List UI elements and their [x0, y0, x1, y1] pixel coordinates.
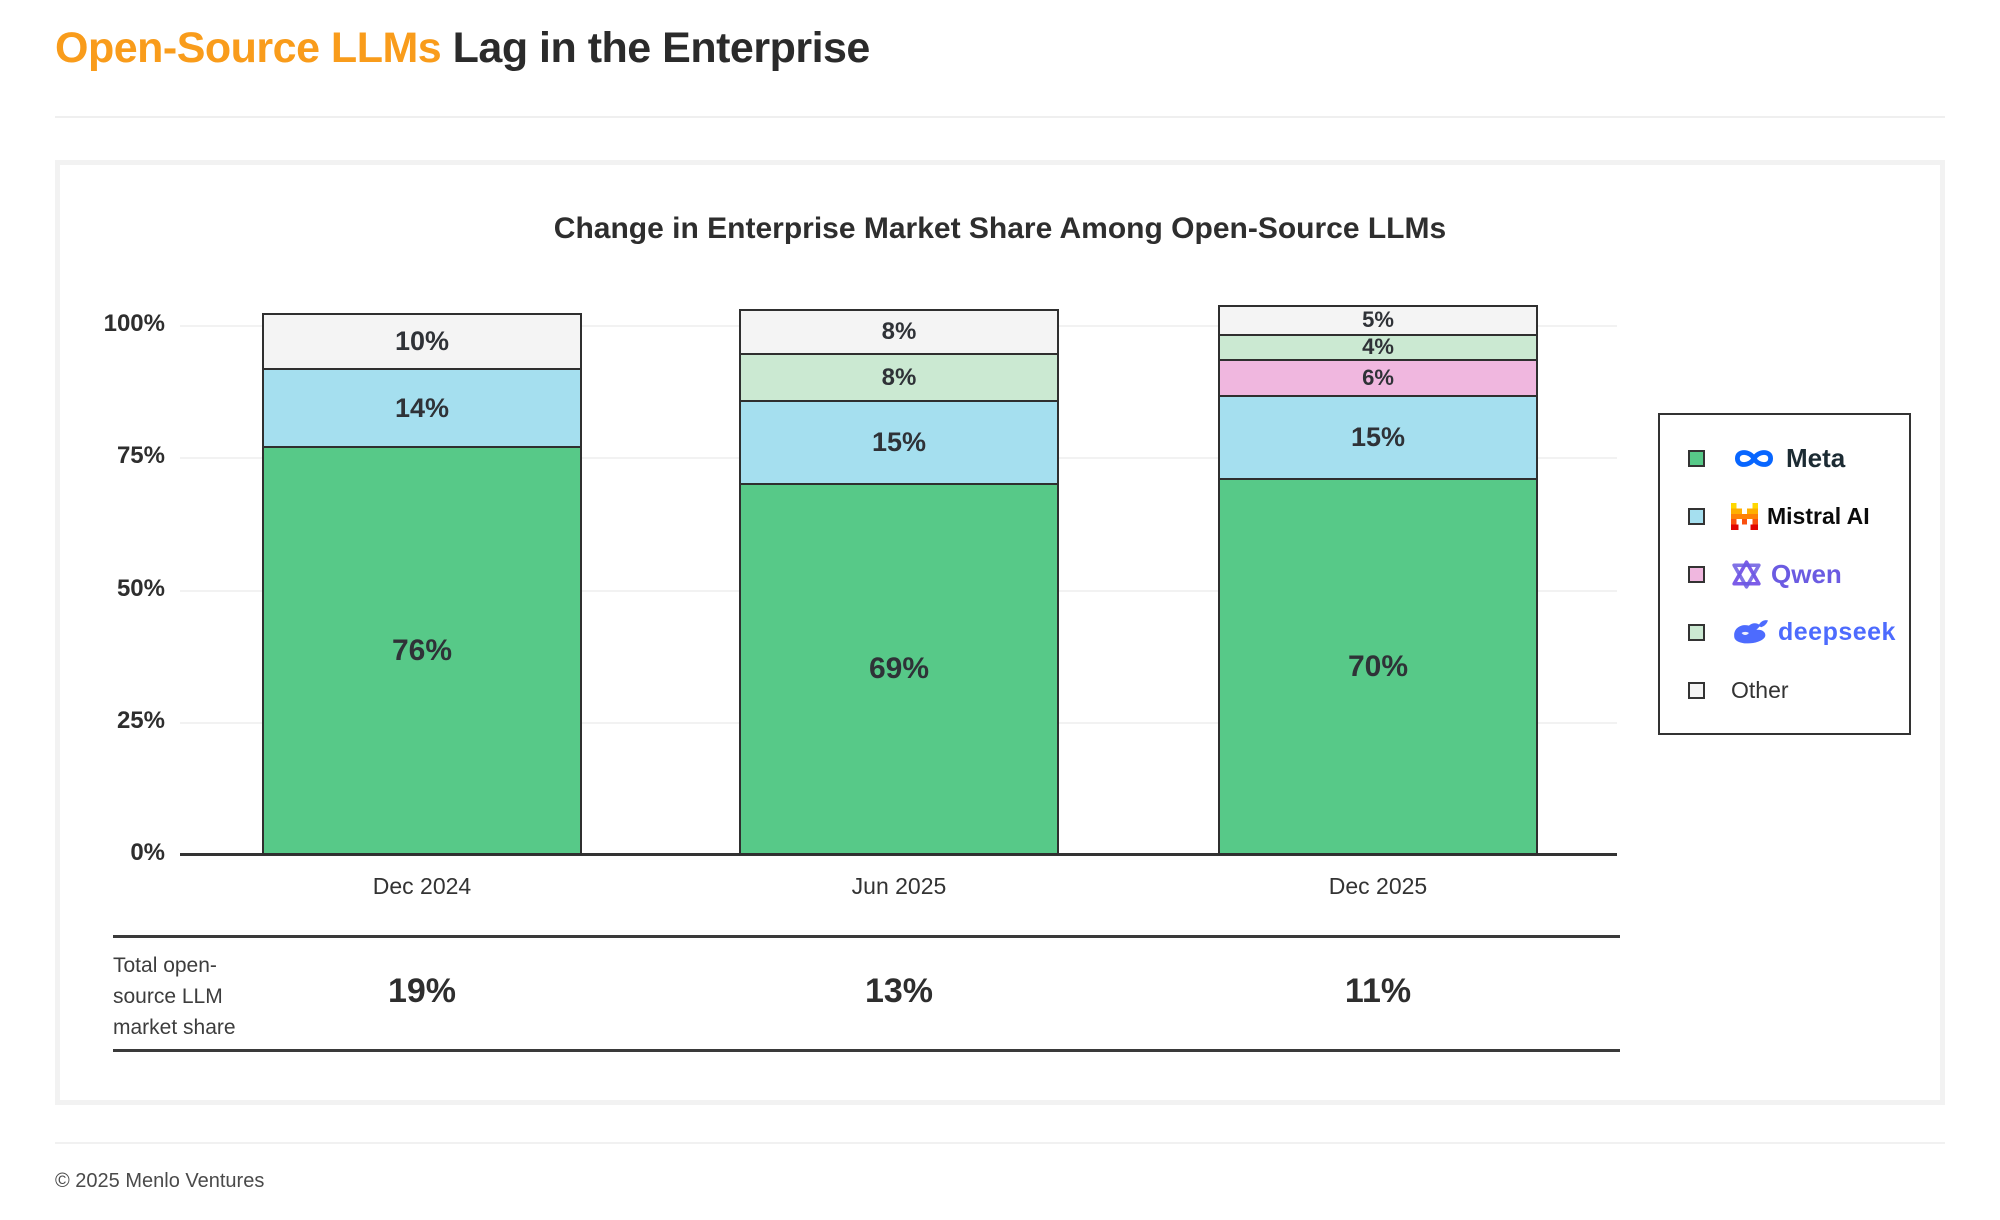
qwen-knot-icon: [1731, 559, 1762, 590]
legend-label-other: Other: [1731, 676, 1789, 703]
legend: Meta Mistral AI: [1658, 413, 1911, 735]
legend-label-qwen: Qwen: [1771, 558, 1842, 589]
page-title: Open-Source LLMs Lag in the Enterprise: [55, 24, 870, 73]
chart-title: Change in Enterprise Market Share Among …: [553, 212, 1447, 245]
x-axis-label-jun-2025: Jun 2025: [851, 873, 947, 899]
bar-segment-mistral-ai: 14%: [262, 368, 582, 449]
bar-segment-meta: 70%: [1218, 478, 1538, 855]
footer-divider: [55, 1142, 1945, 1144]
header-divider: [55, 116, 1945, 118]
legend-label-meta: Meta: [1786, 442, 1846, 473]
x-axis-label-dec-2025: Dec 2025: [1328, 873, 1428, 899]
mistral-pixel-m-icon: [1731, 502, 1758, 530]
segment-value-label: 70%: [1347, 649, 1409, 683]
bar-segment-other: 5%: [1218, 305, 1538, 336]
totals-row-bottom-rule: [113, 1049, 1620, 1052]
segment-value-label: 15%: [871, 427, 927, 458]
y-axis-tick-25: 25%: [116, 707, 165, 734]
bar-segment-deepseek: 8%: [739, 353, 1059, 402]
segment-value-label: 14%: [394, 392, 450, 423]
total-share-jun-2025: 13%: [864, 972, 934, 1010]
legend-label-mistral: Mistral AI: [1767, 502, 1870, 529]
bar-segment-mistral-ai: 15%: [1218, 394, 1538, 480]
legend-swatch-qwen: [1688, 565, 1705, 583]
bar-segment-mistral-ai: 15%: [739, 399, 1059, 486]
segment-value-label: 76%: [391, 633, 453, 667]
segment-value-label: 69%: [868, 652, 930, 686]
meta-infinity-icon: [1731, 445, 1777, 472]
legend-item-qwen: Qwen: [1688, 557, 1909, 591]
deepseek-whale-icon: [1731, 618, 1769, 646]
total-share-dec-2025: 11%: [1344, 972, 1412, 1010]
bar-segment-meta: 76%: [262, 446, 582, 855]
y-axis-tick-100: 100%: [103, 310, 165, 337]
segment-value-label: 6%: [1362, 364, 1394, 390]
page-title-highlight: Open-Source LLMs: [55, 24, 442, 72]
page-title-rest: Lag in the Enterprise: [441, 24, 871, 72]
bar-segment-meta: 69%: [739, 483, 1059, 855]
segment-value-label: 8%: [881, 363, 917, 391]
chart-card: Change in Enterprise Market Share Among …: [55, 160, 1945, 1105]
y-axis-tick-75: 75%: [116, 442, 165, 469]
legend-item-other: Other: [1688, 673, 1909, 707]
bar-segment-deepseek: 4%: [1218, 333, 1538, 361]
legend-swatch-other: [1688, 681, 1705, 699]
segment-value-label: 5%: [1362, 307, 1394, 333]
legend-item-deepseek: deepseek: [1688, 615, 1909, 649]
legend-swatch-meta: [1688, 449, 1705, 467]
legend-swatch-deepseek: [1688, 623, 1705, 641]
legend-label-deepseek: deepseek: [1778, 617, 1896, 646]
y-axis-tick-50: 50%: [116, 575, 165, 602]
y-axis-tick-0: 0%: [130, 839, 165, 866]
bar-segment-other: 10%: [262, 313, 582, 371]
x-axis-label-dec-2024: Dec 2024: [372, 873, 472, 899]
legend-item-mistral: Mistral AI: [1688, 499, 1909, 533]
segment-value-label: 4%: [1362, 334, 1394, 360]
segment-value-label: 10%: [394, 326, 450, 357]
total-share-dec-2024: 19%: [387, 972, 457, 1010]
plot-area: 10% 14% 76% 8% 8% 15% 69% 5% 4% 6% 15% 70% Dec 2024…: [180, 305, 1617, 899]
bar-dec-2024: 10% 14% 76%: [262, 313, 582, 855]
bar-segment-qwen: 6%: [1218, 358, 1538, 397]
totals-row-label: Total open- source LLM market share: [113, 954, 236, 1039]
legend-swatch-mistral: [1688, 507, 1705, 525]
legend-item-meta: Meta: [1688, 441, 1909, 475]
totals-row-top-rule: [113, 935, 1620, 938]
segment-value-label: 15%: [1350, 421, 1406, 452]
bar-segment-other: 8%: [739, 309, 1059, 356]
segment-value-label: 8%: [881, 318, 917, 346]
bar-dec-2025: 5% 4% 6% 15% 70%: [1218, 305, 1538, 855]
footer-credit: © 2025 Menlo Ventures: [55, 1170, 265, 1192]
bar-jun-2025: 8% 8% 15% 69%: [739, 309, 1059, 855]
